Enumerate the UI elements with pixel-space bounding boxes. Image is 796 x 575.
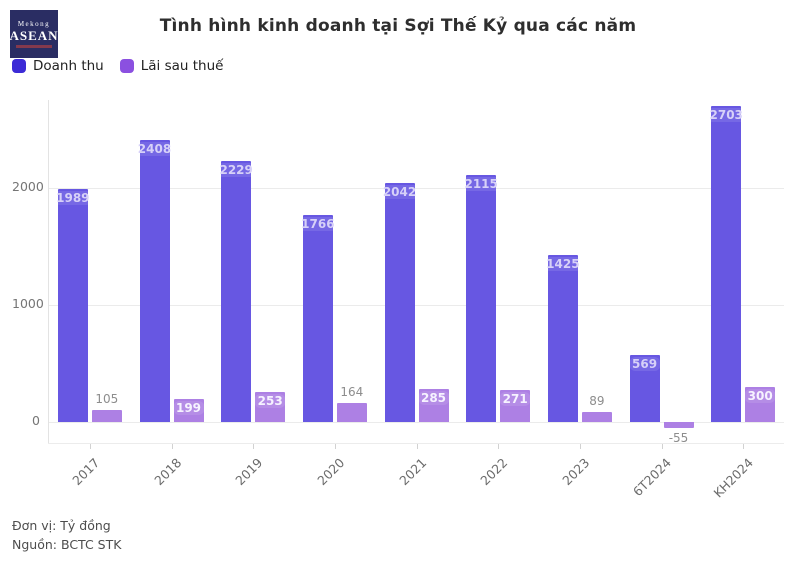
profit-bar[interactable] [91,409,122,422]
revenue-bar[interactable]: 1989 [53,189,93,422]
legend-swatch [12,59,26,73]
bar-value-label: 1989 [53,191,93,206]
bar-value-label: 253 [254,394,286,409]
bar-value-label: 300 [744,388,776,403]
x-tick [253,443,255,449]
x-axis-baseline [48,443,784,444]
profit-bar[interactable] [663,422,694,429]
mekong-asean-logo: Mekong ASEAN [9,10,59,58]
profit-bar[interactable]: 300 [744,386,776,422]
footer-unit: Đơn vị: Tỷ đồng [12,518,111,533]
logo-text-main: ASEAN [9,28,59,43]
x-tick [89,443,91,449]
x-tick [334,443,336,449]
bar-group: 1425 89 2023 [539,100,621,488]
revenue-bar[interactable]: 1425 [543,255,583,422]
bar-value-label: 2115 [461,176,501,191]
revenue-bar[interactable]: 569 [629,355,661,422]
bar-value-label: 89 [589,393,605,408]
revenue-bar[interactable]: 2042 [379,183,420,422]
profit-bar[interactable]: 271 [499,390,531,422]
bar-group: 569 -55 6T2024 [621,100,703,499]
logo-tagline-strip [16,45,52,48]
x-axis-label: 2018 [151,455,185,489]
bar-group: 2042 285 2021 [376,100,458,488]
x-axis-label: 2019 [232,455,266,489]
profit-bar[interactable]: 199 [172,398,205,422]
bar-group: 1766 164 2020 [294,100,376,488]
x-axis-label: 2021 [396,455,430,489]
bar-group: 2703 300 KH2024 [702,100,784,501]
x-axis-label: KH2024 [710,455,756,501]
footer-source: Nguồn: BCTC STK [12,537,122,553]
x-tick [416,443,418,449]
revenue-bar[interactable]: 2115 [461,174,501,422]
bar-value-label: 271 [499,392,531,407]
revenue-bar[interactable]: 2229 [216,161,256,422]
gridline [49,422,784,423]
bar-value-label: 199 [172,400,205,415]
x-tick [498,443,500,449]
bar-value-label: -55 [668,431,689,446]
legend-item: Doanh thu [12,58,104,74]
y-axis-label: 2000 [12,179,44,194]
chart-legend: Doanh thu Lãi sau thuế [12,58,796,74]
page-title: Tình hình kinh doanh tại Sợi Thế Kỷ qua … [159,16,637,36]
gridline [49,188,784,189]
x-axis-label: 6T2024 [630,455,675,500]
bar-value-label: 285 [417,390,450,405]
bar-group: 2115 271 2022 [457,100,539,488]
profit-bar[interactable]: 285 [417,388,450,422]
x-axis-label: 2017 [69,455,103,489]
x-axis-label: 2023 [559,455,593,489]
gridline [49,305,784,306]
logo-text-top: Mekong [17,20,51,28]
revenue-bar[interactable]: 2408 [134,140,175,422]
x-axis-label: 2020 [314,455,348,489]
bar-value-label: 2408 [134,142,175,157]
y-axis-label: 0 [32,413,40,428]
bar-value-label: 2229 [216,163,256,178]
bar-value-label: 164 [340,384,364,399]
profit-bar[interactable] [581,411,612,422]
x-tick [171,443,173,449]
revenue-bar[interactable]: 1766 [298,215,338,422]
x-tick [743,443,745,449]
chart-footer: Đơn vị: Tỷ đồng Nguồn: BCTC STK [12,516,796,555]
profit-bar[interactable]: 253 [254,392,286,422]
legend-item: Lãi sau thuế [119,58,224,74]
legend-label: Lãi sau thuế [140,58,224,74]
y-axis: 0 1000 2000 [12,100,44,443]
bar-value-label: 569 [629,357,661,372]
bar-value-label: 1766 [298,217,338,232]
bar-chart: 0 1000 2000 1989 105 2017 2408 199 2018 2229 253 2… [12,100,784,501]
bar-group: 2229 253 2019 [212,100,294,488]
revenue-bar[interactable]: 2703 [706,105,746,422]
bar-value-label: 2042 [379,185,420,200]
legend-swatch [119,59,134,73]
plot-area: 1989 105 2017 2408 199 2018 2229 253 2019 1766 164… [48,100,784,501]
bar-value-label: 2703 [706,107,746,122]
bar-value-label: 105 [95,391,119,406]
y-axis-label: 1000 [12,296,44,311]
x-axis-label: 2022 [477,455,511,489]
x-tick [579,443,581,449]
legend-label: Doanh thu [33,58,104,74]
bar-group: 2408 199 2018 [131,100,213,488]
x-tick [661,443,663,449]
bar-value-label: 1425 [543,257,583,272]
profit-bar[interactable] [336,402,367,422]
bar-group: 1989 105 2017 [49,100,131,488]
